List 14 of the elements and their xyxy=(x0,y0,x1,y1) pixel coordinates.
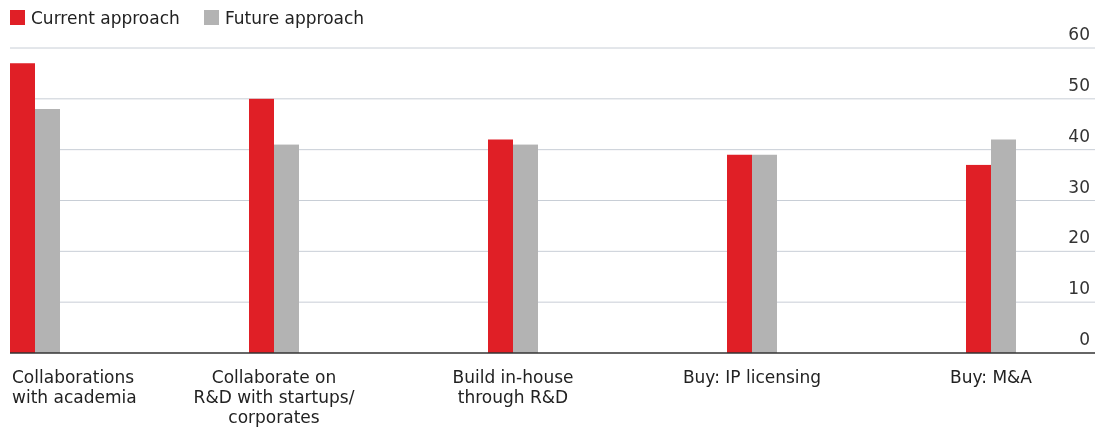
y-tick-label: 60 xyxy=(1068,24,1090,44)
x-tick-label: Build in-house through R&D xyxy=(452,367,574,407)
legend-label: Future approach xyxy=(225,8,365,28)
y-tick-label: 20 xyxy=(1068,227,1090,248)
x-tick-label: Collaborate on R&D with startups/ corporates xyxy=(193,367,355,427)
y-tick-label: 10 xyxy=(1068,278,1090,299)
x-tick-label: Buy: M&A xyxy=(950,367,1033,387)
y-tick-label: 30 xyxy=(1068,176,1090,197)
y-tick-label: 0 xyxy=(1079,329,1090,349)
y-tick-label: 50 xyxy=(1068,74,1090,95)
legend-label: Current approach xyxy=(31,8,180,28)
x-tick-label: Collaborations with academia xyxy=(12,367,137,407)
y-tick-label: 40 xyxy=(1068,125,1090,146)
x-tick-label: Buy: IP licensing xyxy=(682,367,822,387)
